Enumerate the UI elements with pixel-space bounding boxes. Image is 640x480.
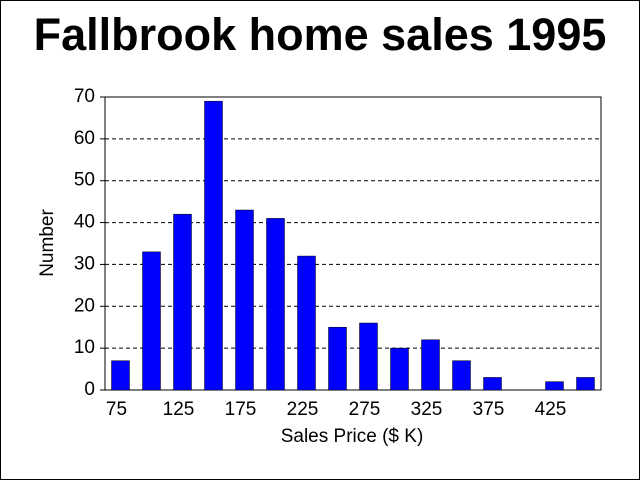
x-tick-label: 375 (473, 399, 505, 420)
bar (390, 347, 409, 391)
bar (483, 377, 502, 391)
y-tick-label: 30 (74, 253, 95, 274)
bar (576, 377, 595, 391)
y-tick-label: 60 (74, 128, 95, 149)
x-tick-label: 425 (535, 399, 567, 420)
x-tick-label: 125 (163, 399, 195, 420)
y-tick-label: 70 (74, 86, 95, 107)
bar (297, 255, 316, 391)
x-tick-label: 75 (106, 399, 127, 420)
x-tick-label: 225 (287, 399, 319, 420)
bar (142, 251, 161, 391)
bar (111, 360, 130, 391)
y-tick-label: 20 (74, 295, 95, 316)
bar (173, 213, 192, 391)
bar (452, 360, 471, 391)
x-tick-label: 275 (349, 399, 381, 420)
y-tick-label: 40 (74, 212, 95, 233)
y-tick-label: 0 (84, 379, 95, 400)
bar (359, 322, 378, 391)
y-tick-label: 10 (74, 337, 95, 358)
bar (204, 100, 223, 391)
bar (328, 326, 347, 391)
bar (545, 381, 564, 391)
plot-border (104, 96, 602, 391)
bar (266, 218, 285, 391)
x-tick-label: 325 (411, 399, 443, 420)
x-tick-label: 175 (225, 399, 257, 420)
chart-title: Fallbrook home sales 1995 (34, 9, 607, 60)
y-axis-label: Number (37, 209, 58, 277)
bar (421, 339, 440, 391)
y-tick-label: 50 (74, 170, 95, 191)
x-axis-label: Sales Price ($ K) (281, 426, 424, 447)
bar (235, 209, 254, 391)
